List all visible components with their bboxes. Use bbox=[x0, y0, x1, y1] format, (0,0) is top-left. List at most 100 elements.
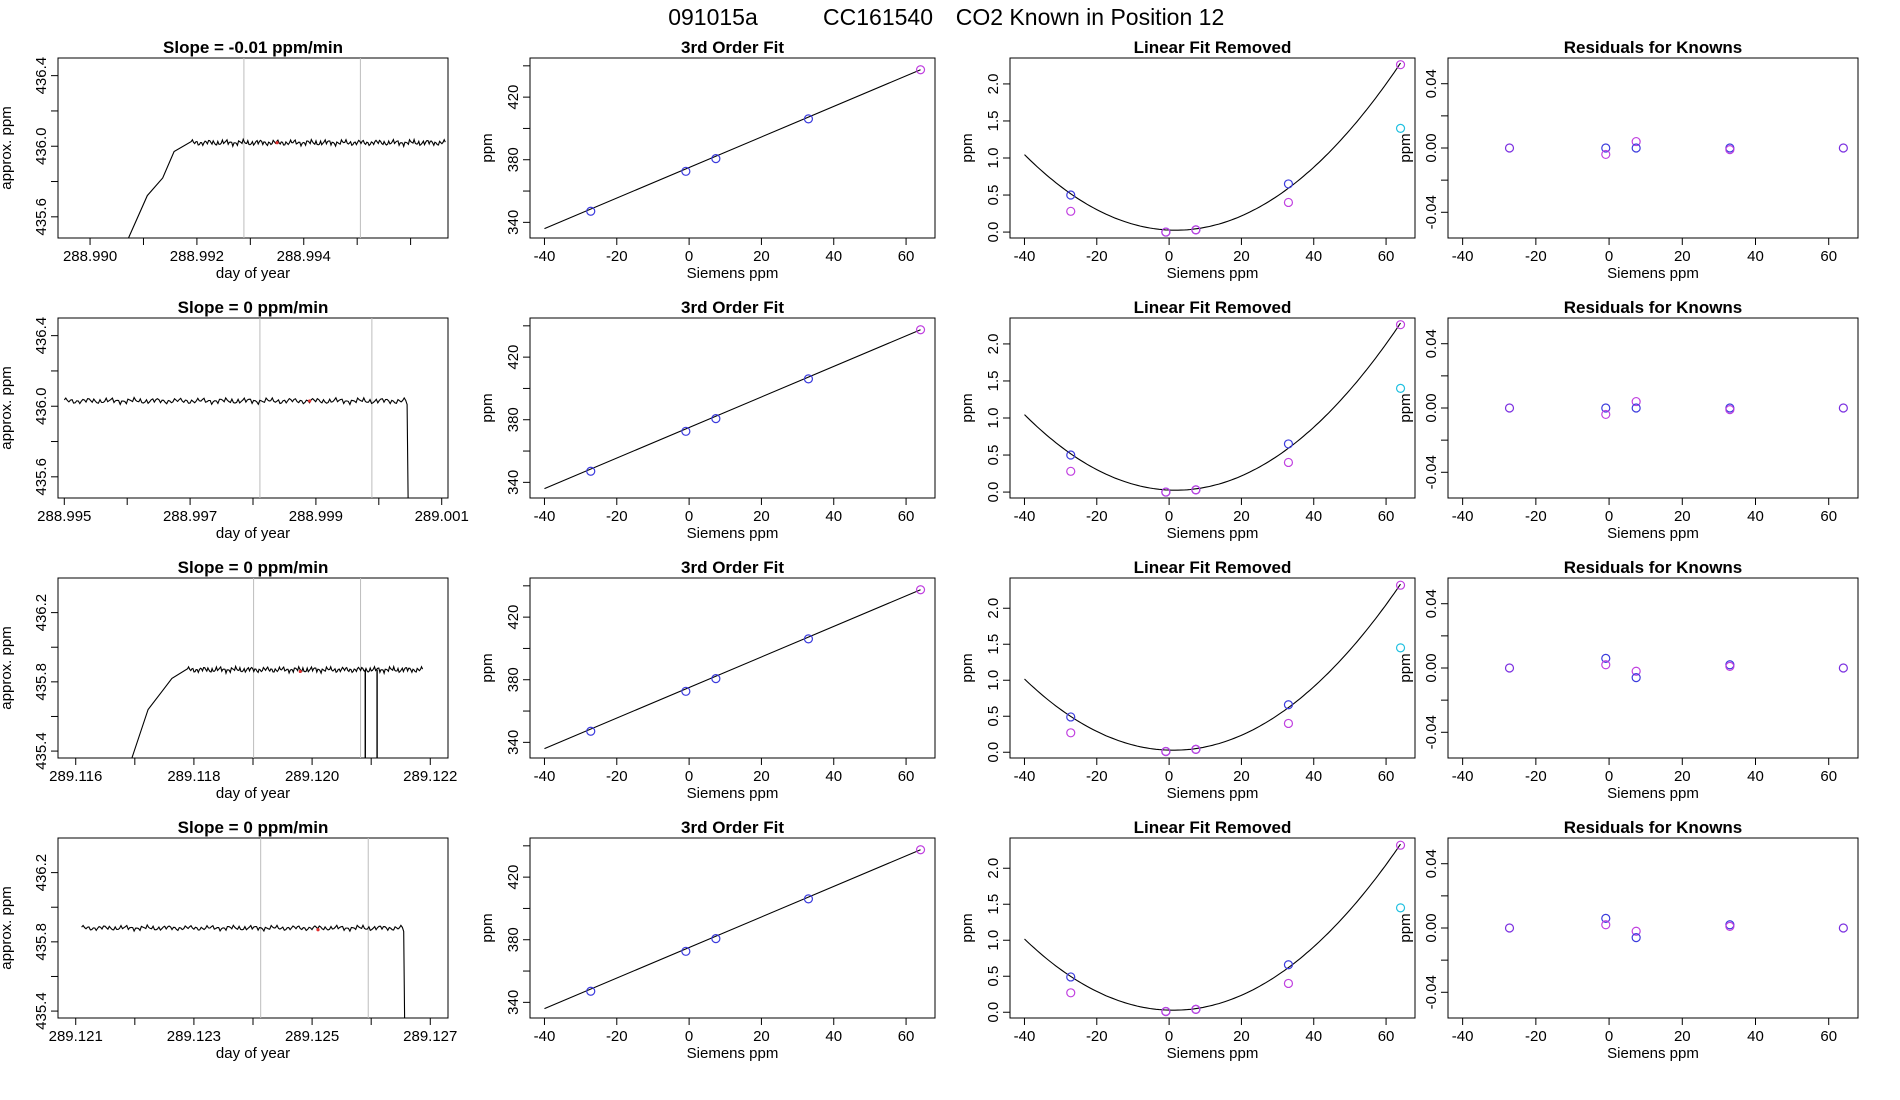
data-point-magenta bbox=[915, 65, 926, 75]
panel-title: Residuals for Knowns bbox=[1564, 38, 1743, 57]
x-tick-label: 40 bbox=[1305, 768, 1322, 785]
panel-title: Linear Fit Removed bbox=[1134, 298, 1292, 317]
y-axis-label: ppm bbox=[1397, 913, 1414, 942]
x-axis-label: Siemens ppm bbox=[687, 1045, 779, 1062]
y-axis-label: ppm bbox=[1397, 393, 1414, 422]
y-axis-label: approx. ppm bbox=[0, 366, 15, 449]
y-axis-label: ppm bbox=[479, 913, 496, 942]
x-tick-label: 40 bbox=[825, 508, 842, 525]
x-axis-label: day of year bbox=[216, 785, 290, 802]
x-tick-label: -40 bbox=[1014, 1028, 1036, 1045]
x-tick-label: -20 bbox=[606, 768, 628, 785]
data-point-magenta bbox=[1631, 926, 1641, 936]
y-tick-label: -0.04 bbox=[1423, 975, 1440, 1009]
x-tick-label: 60 bbox=[1378, 768, 1395, 785]
y-tick-label: 436.4 bbox=[33, 57, 50, 95]
data-point-magenta bbox=[915, 325, 926, 335]
x-tick-label: 40 bbox=[1747, 1028, 1764, 1045]
data-point-magenta bbox=[1601, 920, 1611, 930]
x-tick-label: 20 bbox=[1233, 248, 1250, 265]
y-tick-label: 435.6 bbox=[33, 458, 50, 496]
x-tick-label: 0 bbox=[1605, 508, 1613, 525]
mean-point bbox=[308, 399, 312, 403]
y-tick-label: 2.0 bbox=[985, 333, 1002, 354]
data-point-cyan bbox=[1395, 903, 1406, 913]
data-point-blue bbox=[586, 986, 596, 996]
x-tick-label: 289.123 bbox=[167, 1028, 221, 1045]
x-tick-label: 289.125 bbox=[285, 1028, 339, 1045]
y-tick-label: 0.5 bbox=[985, 445, 1002, 466]
panel-r2c1: Slope = 0 ppm/min 288.995 288.997 288.999 28… bbox=[0, 298, 469, 542]
y-tick-label: 420 bbox=[505, 865, 522, 890]
x-axis-label: Siemens ppm bbox=[687, 265, 779, 282]
plot-frame bbox=[529, 317, 936, 499]
y-axis-label: ppm bbox=[479, 133, 496, 162]
x-axis-label: Siemens ppm bbox=[1167, 1045, 1259, 1062]
y-axis-label: ppm bbox=[1397, 133, 1414, 162]
y-tick-label: 420 bbox=[505, 605, 522, 630]
x-axis-label: day of year bbox=[216, 265, 290, 282]
cylinder-id: CC161540 bbox=[823, 4, 933, 30]
data-point-magenta bbox=[1395, 580, 1406, 590]
x-tick-label: 289.120 bbox=[285, 768, 339, 785]
x-tick-label: 40 bbox=[1305, 508, 1322, 525]
x-tick-label: 0 bbox=[1165, 508, 1173, 525]
x-tick-label: 20 bbox=[753, 768, 770, 785]
y-tick-label: 420 bbox=[505, 345, 522, 370]
data-point-magenta bbox=[1395, 320, 1406, 330]
x-tick-label: -40 bbox=[534, 508, 556, 525]
y-axis-label: ppm bbox=[959, 913, 976, 942]
y-tick-label: 436.0 bbox=[33, 387, 50, 425]
data-point-blue bbox=[803, 634, 814, 644]
x-axis-label: day of year bbox=[216, 525, 290, 542]
y-tick-label: 380 bbox=[505, 667, 522, 692]
x-tick-label: 0 bbox=[685, 248, 693, 265]
data-point-magenta bbox=[1066, 206, 1076, 216]
data-point-blue bbox=[1283, 179, 1294, 189]
panel-r1c2: 3rd Order Fit -40 -20 0 20 40 60 340 380 420 Sieme… bbox=[479, 38, 936, 282]
y-tick-label: 1.0 bbox=[985, 148, 1002, 169]
panel-r2c4: Residuals for Knowns -40 -20 0 20 40 60 -0.04 0.… bbox=[1397, 298, 1859, 542]
y-tick-label: 435.8 bbox=[33, 663, 50, 701]
data-point-purple bbox=[1838, 923, 1848, 933]
y-axis-label: ppm bbox=[959, 653, 976, 682]
x-tick-label: -20 bbox=[1086, 248, 1108, 265]
fit-curve bbox=[1024, 583, 1401, 751]
data-point-blue bbox=[1631, 933, 1641, 943]
x-axis-label: Siemens ppm bbox=[1607, 265, 1699, 282]
data-point-magenta bbox=[1161, 746, 1171, 757]
y-tick-label: 2.0 bbox=[985, 598, 1002, 619]
y-tick-label: 436.2 bbox=[33, 594, 50, 632]
data-point-magenta bbox=[1283, 457, 1294, 468]
fit-curve bbox=[1024, 843, 1401, 1011]
y-tick-label: 0.00 bbox=[1423, 393, 1440, 422]
data-point-cyan bbox=[1395, 383, 1406, 393]
data-point-magenta bbox=[1395, 840, 1406, 850]
x-tick-label: 288.999 bbox=[289, 508, 343, 525]
y-tick-label: 340 bbox=[505, 470, 522, 495]
data-point-purple bbox=[1838, 143, 1848, 153]
x-tick-label: -40 bbox=[534, 768, 556, 785]
plot-frame bbox=[1447, 837, 1859, 1019]
concentration-trace bbox=[81, 923, 406, 1018]
data-point-magenta bbox=[1725, 921, 1735, 931]
x-tick-label: 40 bbox=[1305, 1028, 1322, 1045]
x-axis-label: Siemens ppm bbox=[1607, 525, 1699, 542]
panel-title: Residuals for Knowns bbox=[1564, 558, 1743, 577]
x-axis-label: Siemens ppm bbox=[1607, 1045, 1699, 1062]
mean-point bbox=[316, 928, 320, 932]
plot-frame bbox=[529, 837, 936, 1019]
y-tick-label: 436.0 bbox=[33, 127, 50, 165]
x-tick-label: -40 bbox=[1014, 508, 1036, 525]
y-tick-label: 435.4 bbox=[33, 732, 50, 770]
y-axis-label: approx. ppm bbox=[0, 886, 15, 969]
data-point-blue bbox=[1283, 700, 1294, 710]
x-tick-label: 60 bbox=[898, 508, 915, 525]
data-point-magenta bbox=[1631, 396, 1641, 407]
x-tick-label: 20 bbox=[753, 248, 770, 265]
data-point-magenta bbox=[1725, 661, 1735, 671]
data-point-blue bbox=[1066, 450, 1076, 460]
panel-title: Residuals for Knowns bbox=[1564, 818, 1743, 837]
plot-area bbox=[1504, 136, 1848, 160]
x-tick-label: 289.116 bbox=[49, 768, 102, 785]
